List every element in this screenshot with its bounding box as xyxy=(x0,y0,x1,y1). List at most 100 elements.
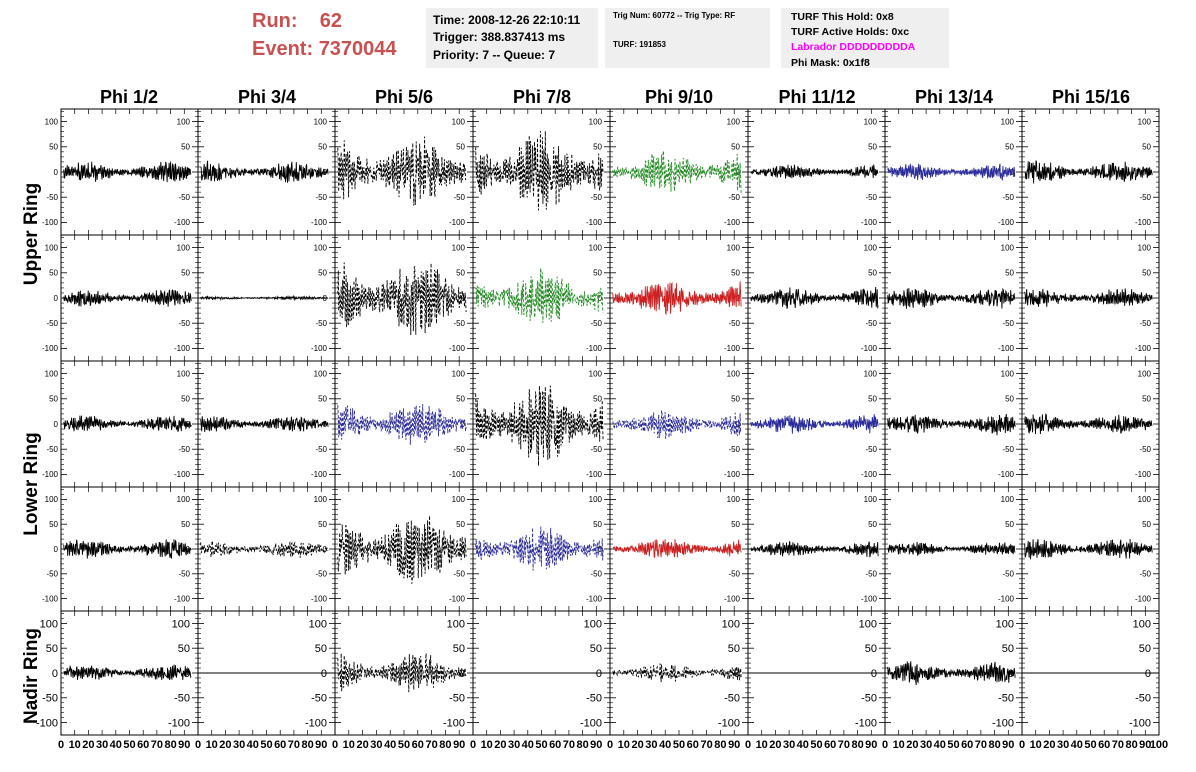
ytick-label-right-r0c1-0: -100 xyxy=(311,218,328,227)
ytick-label-right-r0c6-0: -100 xyxy=(998,218,1015,227)
ytick-label-right-r2c0-1: -50 xyxy=(178,445,190,454)
ytick-label-right-r1c3-0: -100 xyxy=(586,344,603,353)
xtick-label-c7-2: 20 xyxy=(1043,739,1055,751)
xtick-label-c6-0: 0 xyxy=(882,739,888,751)
xtick-label-c4-3: 30 xyxy=(645,739,657,751)
ytick-label-left-r2c0-3: 50 xyxy=(49,395,58,404)
xtick-label-c2-2: 20 xyxy=(356,739,368,751)
ytick-label-right-r3c1-3: 50 xyxy=(318,520,327,529)
ytick-label-right-r3c4-0: -100 xyxy=(724,594,741,603)
ytick-label-left-r0c0-1: -50 xyxy=(46,193,58,202)
ytick-label-right-r3c4-1: -50 xyxy=(728,570,740,579)
ytick-label-left-r0c0-0: -100 xyxy=(42,218,59,227)
trig-info-box: Trig Num: 60772 -- Trig Type: RF TURF: 1… xyxy=(605,8,770,68)
waveform-r4c2 xyxy=(337,653,467,693)
ytick-label-right-r4c6-4: 100 xyxy=(996,618,1014,630)
ytick-label-right-r4c3-0: -100 xyxy=(580,717,602,729)
xtick-label-c0-3: 30 xyxy=(96,739,108,751)
ytick-label-right-r2c4-1: -50 xyxy=(728,445,740,454)
phi-header-4: Phi 7/8 xyxy=(512,87,572,107)
ytick-label-left-r1c0-4: 100 xyxy=(45,243,59,252)
ytick-label-right-r1c1-3: 50 xyxy=(318,269,327,278)
xtick-label-c6-4: 40 xyxy=(934,739,946,751)
xtick-label-c1-3: 30 xyxy=(233,739,245,751)
ytick-label-right-r3c5-3: 50 xyxy=(868,520,877,529)
ytick-label-right-r2c6-1: -50 xyxy=(1002,445,1014,454)
xtick-label-c0-9: 90 xyxy=(178,739,190,751)
ytick-label-right-r1c5-3: 50 xyxy=(868,269,877,278)
ytick-label-right-r3c6-1: -50 xyxy=(1002,570,1014,579)
ytick-label-right-r1c4-4: 100 xyxy=(727,243,741,252)
xtick-label-c7-7: 70 xyxy=(1112,739,1124,751)
xtick-label-c6-8: 80 xyxy=(988,739,1000,751)
waveform-r2c6 xyxy=(887,414,1016,436)
xtick-label-c5-2: 20 xyxy=(769,739,781,751)
xtick-label-c6-5: 50 xyxy=(947,739,959,751)
ytick-label-right-r2c1-4: 100 xyxy=(314,369,328,378)
ytick-label-right-r4c5-0: -100 xyxy=(855,717,877,729)
ytick-label-right-r0c1-3: 50 xyxy=(318,143,327,152)
ytick-label-right-r0c0-1: -50 xyxy=(178,193,190,202)
xtick-label-c5-9: 90 xyxy=(865,739,877,751)
ytick-label-right-r0c7-4: 100 xyxy=(1138,117,1152,126)
ytick-label-right-r4c2-3: 50 xyxy=(453,643,465,655)
ytick-label-right-r1c5-4: 100 xyxy=(864,243,878,252)
waveform-r2c3 xyxy=(475,385,604,466)
ytick-label-right-r4c1-2: 0 xyxy=(321,668,327,680)
ytick-label-right-r2c4-0: -100 xyxy=(724,470,741,479)
ytick-label-right-r2c5-1: -50 xyxy=(865,445,877,454)
xtick-label-c0-1: 10 xyxy=(69,739,81,751)
waveform-r1c7 xyxy=(1024,288,1153,307)
waveform-r4c0 xyxy=(63,664,192,681)
xtick-label-c0-4: 40 xyxy=(110,739,122,751)
waveform-r0c1 xyxy=(200,160,329,183)
xtick-label-c4-1: 10 xyxy=(618,739,630,751)
run-value: 62 xyxy=(319,10,343,32)
ytick-label-right-r1c4-1: -50 xyxy=(728,319,740,328)
ytick-label-right-r1c2-0: -100 xyxy=(449,344,466,353)
xtick-label-c0-6: 60 xyxy=(137,739,149,751)
xtick-label-c7-8: 80 xyxy=(1125,739,1137,751)
ytick-label-right-r1c6-0: -100 xyxy=(998,344,1015,353)
ytick-label-right-r1c7-3: 50 xyxy=(1142,269,1151,278)
ytick-label-right-r3c2-0: -100 xyxy=(449,594,466,603)
ytick-label-right-r3c1-4: 100 xyxy=(314,495,328,504)
ytick-label-right-r1c1-0: -100 xyxy=(311,344,328,353)
ytick-label-right-r1c6-2: 0 xyxy=(1010,294,1015,303)
waveform-r4c4 xyxy=(612,663,742,683)
ytick-label-right-r4c5-2: 0 xyxy=(871,668,877,680)
ytick-label-right-r3c4-4: 100 xyxy=(727,495,741,504)
ytick-label-right-r4c2-1: -50 xyxy=(449,693,465,705)
xtick-label-c6-6: 60 xyxy=(961,739,973,751)
xtick-label-c7-0: 0 xyxy=(1019,739,1025,751)
ytick-label-left-r0c0-3: 50 xyxy=(49,143,58,152)
trig-num-text: Trig Num: 60772 -- Trig Type: RF xyxy=(613,11,736,20)
waveform-r3c0 xyxy=(63,539,192,559)
waveform-r0c0 xyxy=(63,161,192,183)
ytick-label-right-r1c7-4: 100 xyxy=(1138,243,1152,252)
ytick-label-right-r0c3-1: -50 xyxy=(590,193,602,202)
waveform-r1c3 xyxy=(475,268,604,323)
ytick-label-right-r0c1-1: -50 xyxy=(315,193,327,202)
ytick-label-right-r3c3-2: 0 xyxy=(598,545,603,554)
xtick-label-c5-3: 30 xyxy=(783,739,795,751)
xtick-label-c3-5: 50 xyxy=(535,739,547,751)
waveform-r1c6 xyxy=(887,287,1016,309)
waveform-r0c7 xyxy=(1024,160,1153,184)
ytick-label-right-r2c0-0: -100 xyxy=(174,470,191,479)
xtick-label-c6-7: 70 xyxy=(975,739,987,751)
ytick-label-right-r2c2-1: -50 xyxy=(453,445,465,454)
ytick-label-right-r3c2-1: -50 xyxy=(453,570,465,579)
ytick-label-right-r0c0-0: -100 xyxy=(174,218,191,227)
ytick-label-right-r4c5-1: -50 xyxy=(861,693,877,705)
ytick-label-right-r0c7-1: -50 xyxy=(1139,193,1151,202)
ytick-label-right-r3c0-2: 0 xyxy=(186,545,191,554)
ytick-label-right-r4c3-2: 0 xyxy=(596,668,602,680)
ytick-label-left-r2c0-1: -50 xyxy=(46,445,58,454)
phi-header-5: Phi 9/10 xyxy=(644,87,714,107)
ytick-label-right-r4c6-1: -50 xyxy=(998,693,1014,705)
ytick-label-right-r1c4-3: 50 xyxy=(731,269,740,278)
ytick-label-right-r1c7-1: -50 xyxy=(1139,319,1151,328)
ytick-label-left-r3c0-1: -50 xyxy=(46,570,58,579)
